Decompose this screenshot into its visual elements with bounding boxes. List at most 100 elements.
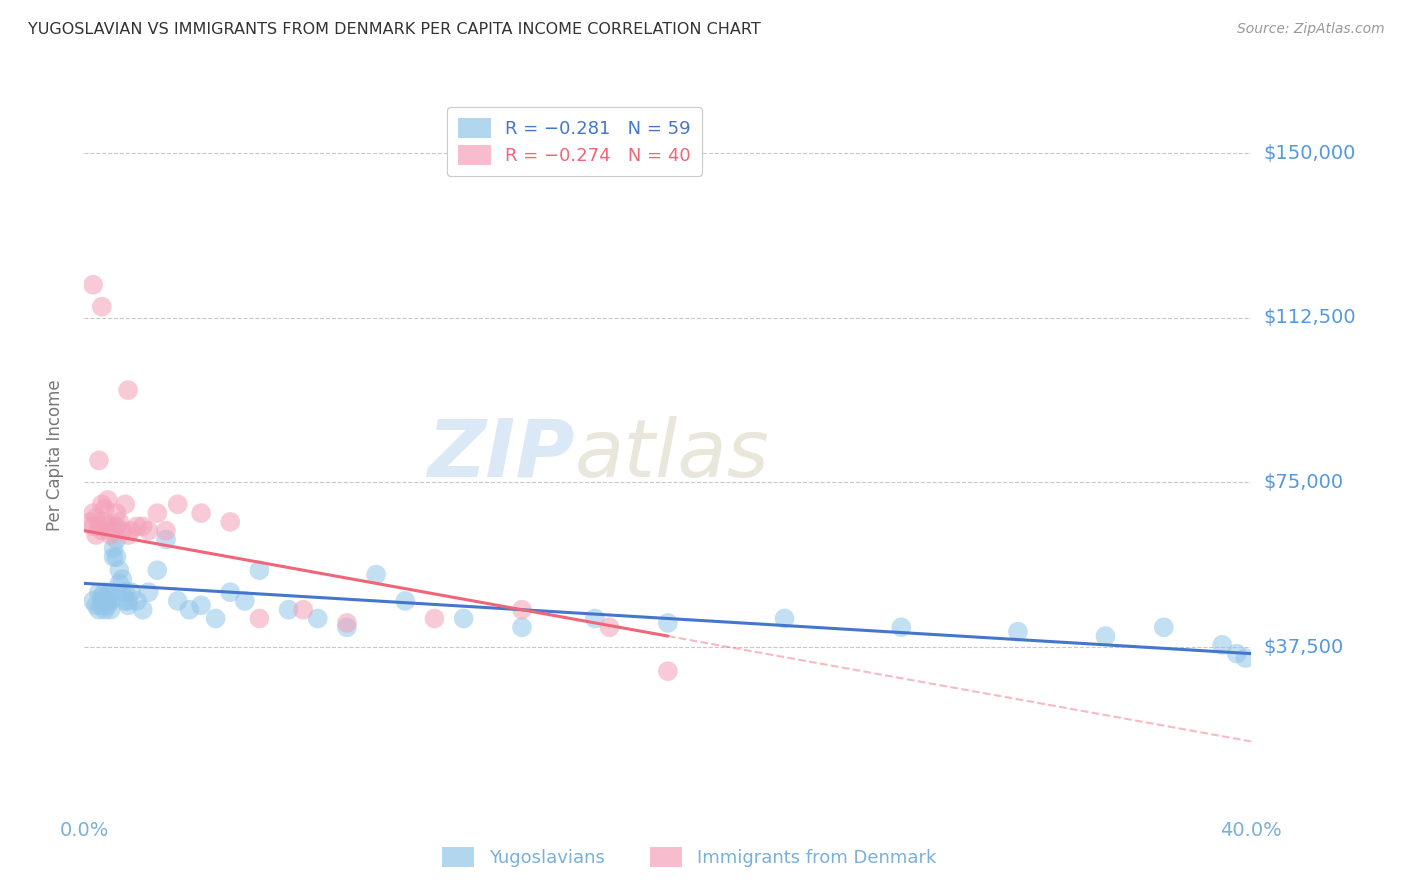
Point [132, 603, 155, 617]
Point [657, 664, 679, 678]
Point [103, 524, 125, 538]
Point [94, 603, 117, 617]
Point [94, 501, 117, 516]
Y-axis label: Per Capita Income: Per Capita Income [45, 379, 63, 531]
Point [111, 572, 134, 586]
Point [773, 611, 796, 625]
Point [138, 524, 160, 538]
Point [97, 599, 120, 613]
Point [87, 603, 110, 617]
Point [90, 524, 112, 538]
Point [82, 277, 104, 292]
Point [108, 576, 131, 591]
Point [103, 541, 125, 556]
Point [132, 519, 155, 533]
Point [87, 453, 110, 467]
Point [100, 594, 122, 608]
Point [90, 590, 112, 604]
Text: $112,500: $112,500 [1263, 309, 1355, 327]
Point [105, 549, 128, 564]
Point [114, 594, 136, 608]
Text: atlas: atlas [575, 416, 769, 494]
Point [423, 611, 446, 625]
Point [117, 599, 139, 613]
Point [233, 594, 256, 608]
Point [599, 620, 621, 634]
Point [84, 599, 107, 613]
Point [125, 594, 148, 608]
Point [117, 528, 139, 542]
Point [190, 599, 212, 613]
Point [97, 590, 120, 604]
Point [97, 492, 120, 507]
Point [94, 594, 117, 608]
Point [179, 603, 201, 617]
Point [120, 524, 142, 538]
Point [204, 611, 226, 625]
Point [114, 585, 136, 599]
Point [87, 585, 110, 599]
Point [155, 524, 177, 538]
Point [1007, 624, 1029, 639]
Point [366, 567, 388, 582]
Point [138, 585, 160, 599]
Point [247, 563, 270, 577]
Point [336, 615, 359, 630]
Point [166, 594, 188, 608]
Point [117, 383, 139, 397]
Point [108, 563, 131, 577]
Point [90, 599, 112, 613]
Point [82, 506, 104, 520]
Point [510, 620, 533, 634]
Point [114, 497, 136, 511]
Point [105, 519, 128, 533]
Point [1094, 629, 1116, 643]
Point [394, 594, 416, 608]
Point [105, 506, 128, 520]
Point [100, 603, 122, 617]
Legend: R = −0.281   N = 59, R = −0.274   N = 40: R = −0.281 N = 59, R = −0.274 N = 40 [447, 107, 702, 176]
Legend: Yugoslavians, Immigrants from Denmark: Yugoslavians, Immigrants from Denmark [434, 839, 943, 874]
Point [117, 594, 139, 608]
Point [453, 611, 475, 625]
Point [1211, 638, 1233, 652]
Point [657, 615, 679, 630]
Point [190, 506, 212, 520]
Point [307, 611, 329, 625]
Point [94, 585, 117, 599]
Point [100, 585, 122, 599]
Point [166, 497, 188, 511]
Point [82, 594, 104, 608]
Point [510, 603, 533, 617]
Point [90, 300, 112, 314]
Point [79, 515, 101, 529]
Text: $75,000: $75,000 [1263, 473, 1343, 491]
Point [84, 510, 107, 524]
Point [82, 519, 104, 533]
Text: Source: ZipAtlas.com: Source: ZipAtlas.com [1237, 22, 1385, 37]
Text: YUGOSLAVIAN VS IMMIGRANTS FROM DENMARK PER CAPITA INCOME CORRELATION CHART: YUGOSLAVIAN VS IMMIGRANTS FROM DENMARK P… [28, 22, 761, 37]
Point [103, 519, 125, 533]
Point [890, 620, 912, 634]
Point [103, 549, 125, 564]
Text: $37,500: $37,500 [1263, 638, 1343, 657]
Point [90, 594, 112, 608]
Point [120, 585, 142, 599]
Point [97, 594, 120, 608]
Point [155, 533, 177, 547]
Point [583, 611, 606, 625]
Point [146, 563, 169, 577]
Point [277, 603, 299, 617]
Point [94, 515, 117, 529]
Point [219, 585, 242, 599]
Point [125, 519, 148, 533]
Point [111, 524, 134, 538]
Point [247, 611, 270, 625]
Point [108, 515, 131, 529]
Point [111, 585, 134, 599]
Point [105, 533, 128, 547]
Point [1153, 620, 1175, 634]
Point [292, 603, 315, 617]
Point [90, 497, 112, 511]
Text: $150,000: $150,000 [1263, 144, 1355, 162]
